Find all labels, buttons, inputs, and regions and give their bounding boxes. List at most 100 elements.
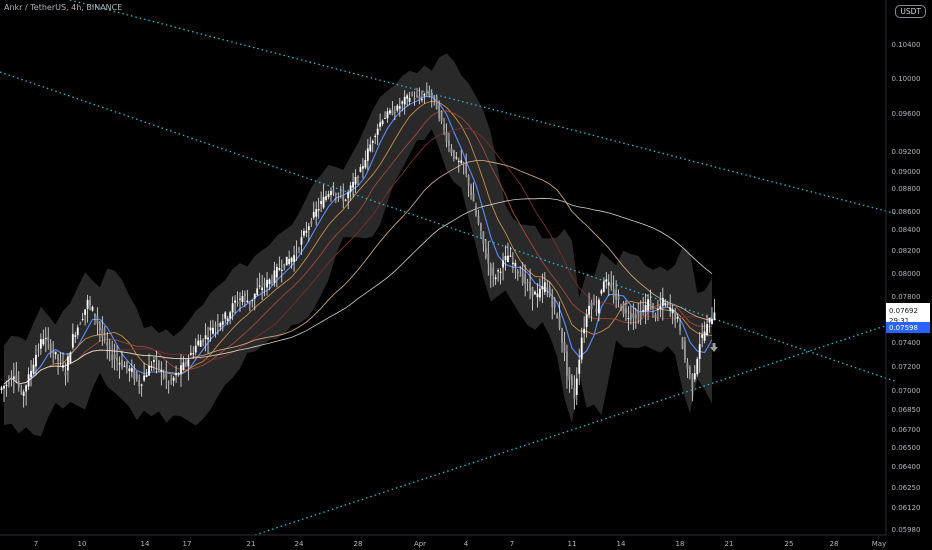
candle-body [541, 286, 544, 290]
candle-body [352, 182, 354, 188]
candle-body [15, 375, 18, 381]
x-tick-label: 4 [464, 540, 469, 548]
candle-body [20, 391, 23, 393]
candle-body [133, 368, 136, 380]
candle-body [101, 328, 104, 337]
candle-body [475, 206, 477, 216]
candle-body [376, 128, 379, 135]
candle-body [583, 328, 586, 334]
candle-body [539, 288, 541, 298]
candle-body [617, 296, 620, 300]
candle-body [531, 287, 534, 297]
y-tick-label: 0.06400 [892, 463, 921, 471]
candle-body [236, 302, 239, 304]
y-tick-label: 0.08000 [892, 270, 921, 278]
band-fill [4, 53, 712, 437]
candle-body [47, 336, 50, 341]
candle-body [322, 196, 325, 208]
candle-body [632, 313, 635, 318]
candle-body [580, 337, 583, 360]
candle-body [241, 296, 244, 303]
candle-body [421, 99, 423, 101]
candle-body [234, 300, 236, 303]
candle-body [202, 339, 205, 342]
candle-body [143, 375, 146, 381]
trendline[interactable] [69, 0, 898, 215]
candle-body [693, 373, 696, 380]
candle-body [226, 318, 229, 322]
candle-body [121, 360, 123, 368]
candle-body [79, 323, 82, 325]
candle-body [116, 357, 118, 361]
candle-body [649, 299, 652, 310]
candle-body [588, 305, 590, 315]
trendline[interactable] [0, 71, 898, 383]
candle-body [543, 282, 546, 293]
candle-body [204, 335, 207, 340]
candle-body [602, 281, 605, 292]
candle-body [615, 289, 618, 300]
candle-body [622, 302, 625, 315]
candle-body [696, 358, 699, 375]
candle-body [325, 196, 327, 200]
candle-body [698, 344, 701, 359]
y-tick-label: 0.05980 [892, 526, 921, 534]
candle-body [637, 310, 640, 314]
candle-body [448, 140, 450, 146]
x-tick-label: 28 [830, 540, 839, 548]
y-tick-label: 0.06850 [892, 406, 921, 414]
y-tick-label: 0.07000 [892, 387, 921, 395]
candle-body [337, 193, 340, 195]
candle-body [300, 237, 303, 245]
y-tick-label: 0.07400 [892, 339, 921, 347]
candle-body [118, 363, 121, 365]
candle-body [327, 194, 330, 197]
candle-body [71, 333, 74, 348]
candle-body [470, 185, 472, 196]
moving-average-line [3, 110, 713, 385]
candle-body [629, 313, 632, 320]
candle-body [305, 230, 308, 233]
candle-body [25, 385, 28, 392]
candle-body [189, 352, 192, 355]
candle-body [332, 189, 335, 194]
y-tick-label: 0.06120 [892, 504, 921, 512]
candle-body [416, 95, 418, 97]
candle-body [408, 98, 411, 102]
volatility-band [4, 53, 712, 437]
candle-body [258, 285, 261, 287]
candle-body [551, 296, 554, 308]
candle-body [499, 271, 502, 273]
candle-body [440, 111, 443, 121]
candle-body [81, 318, 84, 320]
x-tick-label: 25 [785, 540, 794, 548]
candle-body [477, 215, 480, 224]
candle-body [150, 366, 153, 368]
candle-body [371, 140, 374, 143]
candle-body [32, 364, 35, 374]
candle-body [462, 162, 465, 165]
currency-badge[interactable]: USDT [895, 5, 926, 18]
candle-body [472, 193, 475, 202]
trendline[interactable] [254, 321, 898, 536]
price-label-group: 0.07692 29:31 0.07598 [886, 303, 930, 333]
candle-body [460, 160, 463, 163]
candle-body [275, 266, 278, 278]
candle-body [612, 288, 615, 297]
candle-body [84, 309, 87, 315]
y-tick-label: 0.07800 [892, 293, 921, 301]
y-axis-ticks: 0.10400 0.10000 0.09600 0.09200 0.09000 0.088… [892, 41, 921, 534]
candle-body [320, 201, 323, 205]
x-tick-label: 28 [354, 540, 363, 548]
y-tick-label: 0.10000 [892, 75, 921, 83]
y-tick-label: 0.09000 [892, 168, 921, 176]
candle-body [703, 331, 706, 341]
candle-body [521, 271, 524, 283]
candle-body [379, 122, 382, 127]
candle-body [49, 343, 52, 353]
candle-body [62, 365, 64, 368]
candle-body [578, 359, 581, 374]
candle-body [688, 366, 691, 375]
candle-body [708, 317, 711, 323]
